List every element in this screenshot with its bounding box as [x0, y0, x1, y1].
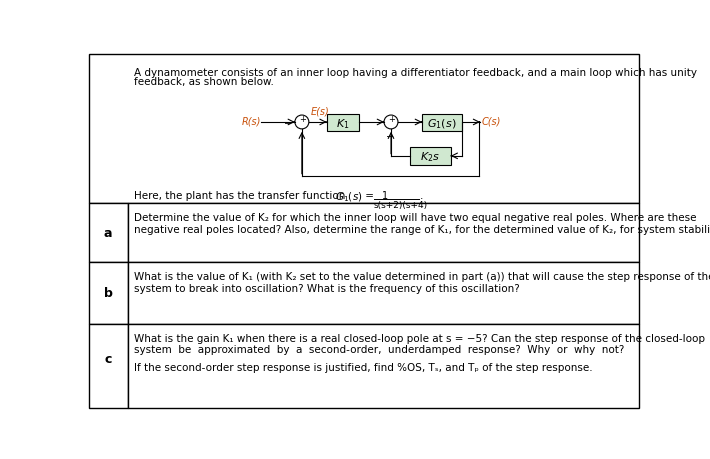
Text: If the second-order step response is justified, find %OS, Tₛ, and Tₚ of the step: If the second-order step response is jus…: [133, 363, 592, 372]
Text: What is the gain K₁ when there is a real closed-loop pole at s = −5? Can the ste: What is the gain K₁ when there is a real…: [133, 333, 705, 343]
Text: −: −: [285, 118, 293, 129]
Text: C(s): C(s): [481, 116, 501, 126]
Text: −: −: [386, 132, 394, 142]
Text: +: +: [299, 114, 306, 123]
Bar: [89, 203, 128, 263]
Text: A dynamometer consists of an inner loop having a differentiator feedback, and a : A dynamometer consists of an inner loop …: [133, 67, 697, 78]
Bar: [422, 115, 462, 132]
Text: negative real poles located? Also, determine the range of K₁, for the determined: negative real poles located? Also, deter…: [133, 224, 710, 234]
Text: Determine the value of K₂ for which the inner loop will have two equal negative : Determine the value of K₂ for which the …: [133, 213, 697, 223]
Text: R(s): R(s): [241, 116, 261, 126]
Text: system  be  approximated  by  a  second-order,  underdamped  response?  Why  or : system be approximated by a second-order…: [133, 345, 624, 355]
Bar: [410, 147, 451, 166]
Text: E(s): E(s): [311, 106, 330, 117]
Text: $G_1(s)$: $G_1(s)$: [427, 117, 457, 130]
Text: a: a: [104, 226, 112, 240]
Bar: [327, 115, 359, 132]
Text: .: .: [420, 190, 423, 200]
Text: system to break into oscillation? What is the frequency of this oscillation?: system to break into oscillation? What i…: [133, 283, 520, 293]
Text: $G_1(s)$: $G_1(s)$: [335, 190, 363, 204]
Text: $K_1$: $K_1$: [337, 117, 350, 130]
Text: b: b: [104, 287, 113, 300]
Text: $K_2 s$: $K_2 s$: [420, 150, 441, 163]
Text: +: +: [388, 114, 395, 123]
Text: What is the value of K₁ (with K₂ set to the value determined in part (a)) that w: What is the value of K₁ (with K₂ set to …: [133, 272, 710, 282]
Bar: [89, 324, 128, 409]
Text: c: c: [104, 352, 111, 365]
Text: 1: 1: [382, 191, 388, 201]
Text: feedback, as shown below.: feedback, as shown below.: [133, 77, 273, 87]
Bar: [89, 55, 639, 203]
Bar: [128, 263, 639, 324]
Text: Here, the plant has the transfer function: Here, the plant has the transfer functio…: [133, 190, 349, 200]
Bar: [89, 263, 128, 324]
Bar: [128, 203, 639, 263]
Text: s(s+2)(s+4): s(s+2)(s+4): [374, 200, 428, 209]
Bar: [128, 324, 639, 409]
Text: =: =: [361, 190, 373, 200]
